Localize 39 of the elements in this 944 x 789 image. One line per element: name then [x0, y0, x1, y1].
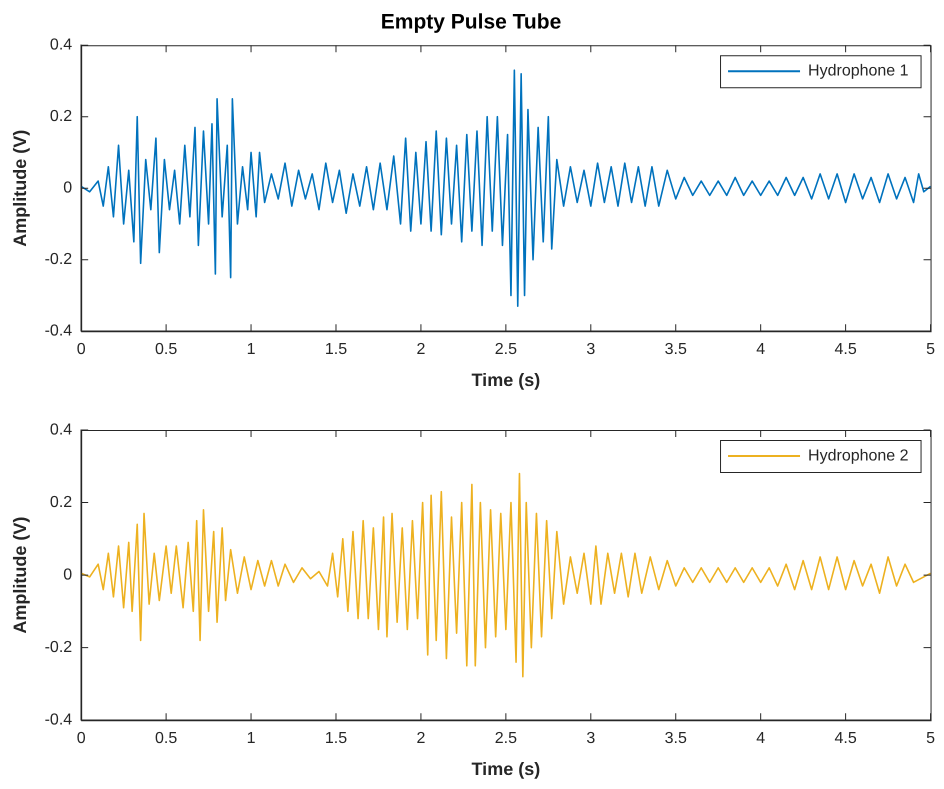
x-tick-label: 2 — [416, 341, 426, 358]
x-tick-label: 1.5 — [324, 341, 348, 358]
y-axis-title: Amplitude (V) — [10, 516, 30, 634]
y-tick-label: 0.2 — [50, 108, 72, 126]
x-tick-label: 3 — [586, 341, 596, 358]
x-tick-label: 1 — [246, 341, 256, 358]
y-tick-label: 0 — [63, 566, 72, 584]
y-tick-label: 0.2 — [50, 494, 72, 511]
legend-label: Hydrophone 1 — [808, 62, 909, 80]
x-tick-label: 3.5 — [664, 730, 687, 748]
x-axis-title: Time (s) — [472, 759, 540, 780]
x-tick-label: 0.5 — [154, 341, 178, 358]
x-tick-label: 0.5 — [154, 730, 178, 748]
y-tick-label: -0.4 — [44, 712, 72, 729]
x-tick-label: 2.5 — [494, 730, 518, 748]
x-tick-label: 1 — [246, 730, 256, 748]
x-tick-label: 1.5 — [324, 730, 348, 748]
x-tick-label: 4 — [756, 730, 766, 748]
y-tick-label: -0.4 — [44, 322, 72, 340]
x-tick-label: 2 — [416, 730, 426, 748]
legend-label: Hydrophone 2 — [808, 447, 909, 464]
y-tick-label: 0 — [63, 180, 72, 197]
y-tick-label: -0.2 — [44, 639, 72, 656]
x-tick-label: 2.5 — [494, 341, 518, 358]
x-tick-label: 4.5 — [834, 730, 857, 748]
x-tick-label: 5 — [926, 730, 936, 748]
y-tick-label: -0.2 — [44, 251, 72, 268]
x-tick-label: 4 — [756, 341, 766, 358]
x-tick-label: 0 — [76, 341, 86, 358]
x-tick-label: 5 — [926, 341, 936, 358]
chart-title: Empty Pulse Tube — [380, 10, 562, 34]
x-tick-label: 4.5 — [834, 341, 857, 358]
y-tick-label: 0.4 — [50, 36, 72, 54]
x-tick-label: 3.5 — [664, 341, 687, 358]
x-tick-label: 0 — [76, 730, 86, 748]
x-tick-label: 3 — [586, 730, 596, 748]
y-axis-title: Amplitude (V) — [10, 130, 30, 247]
y-tick-label: 0.4 — [50, 421, 72, 438]
x-axis-title: Time (s) — [472, 370, 540, 390]
